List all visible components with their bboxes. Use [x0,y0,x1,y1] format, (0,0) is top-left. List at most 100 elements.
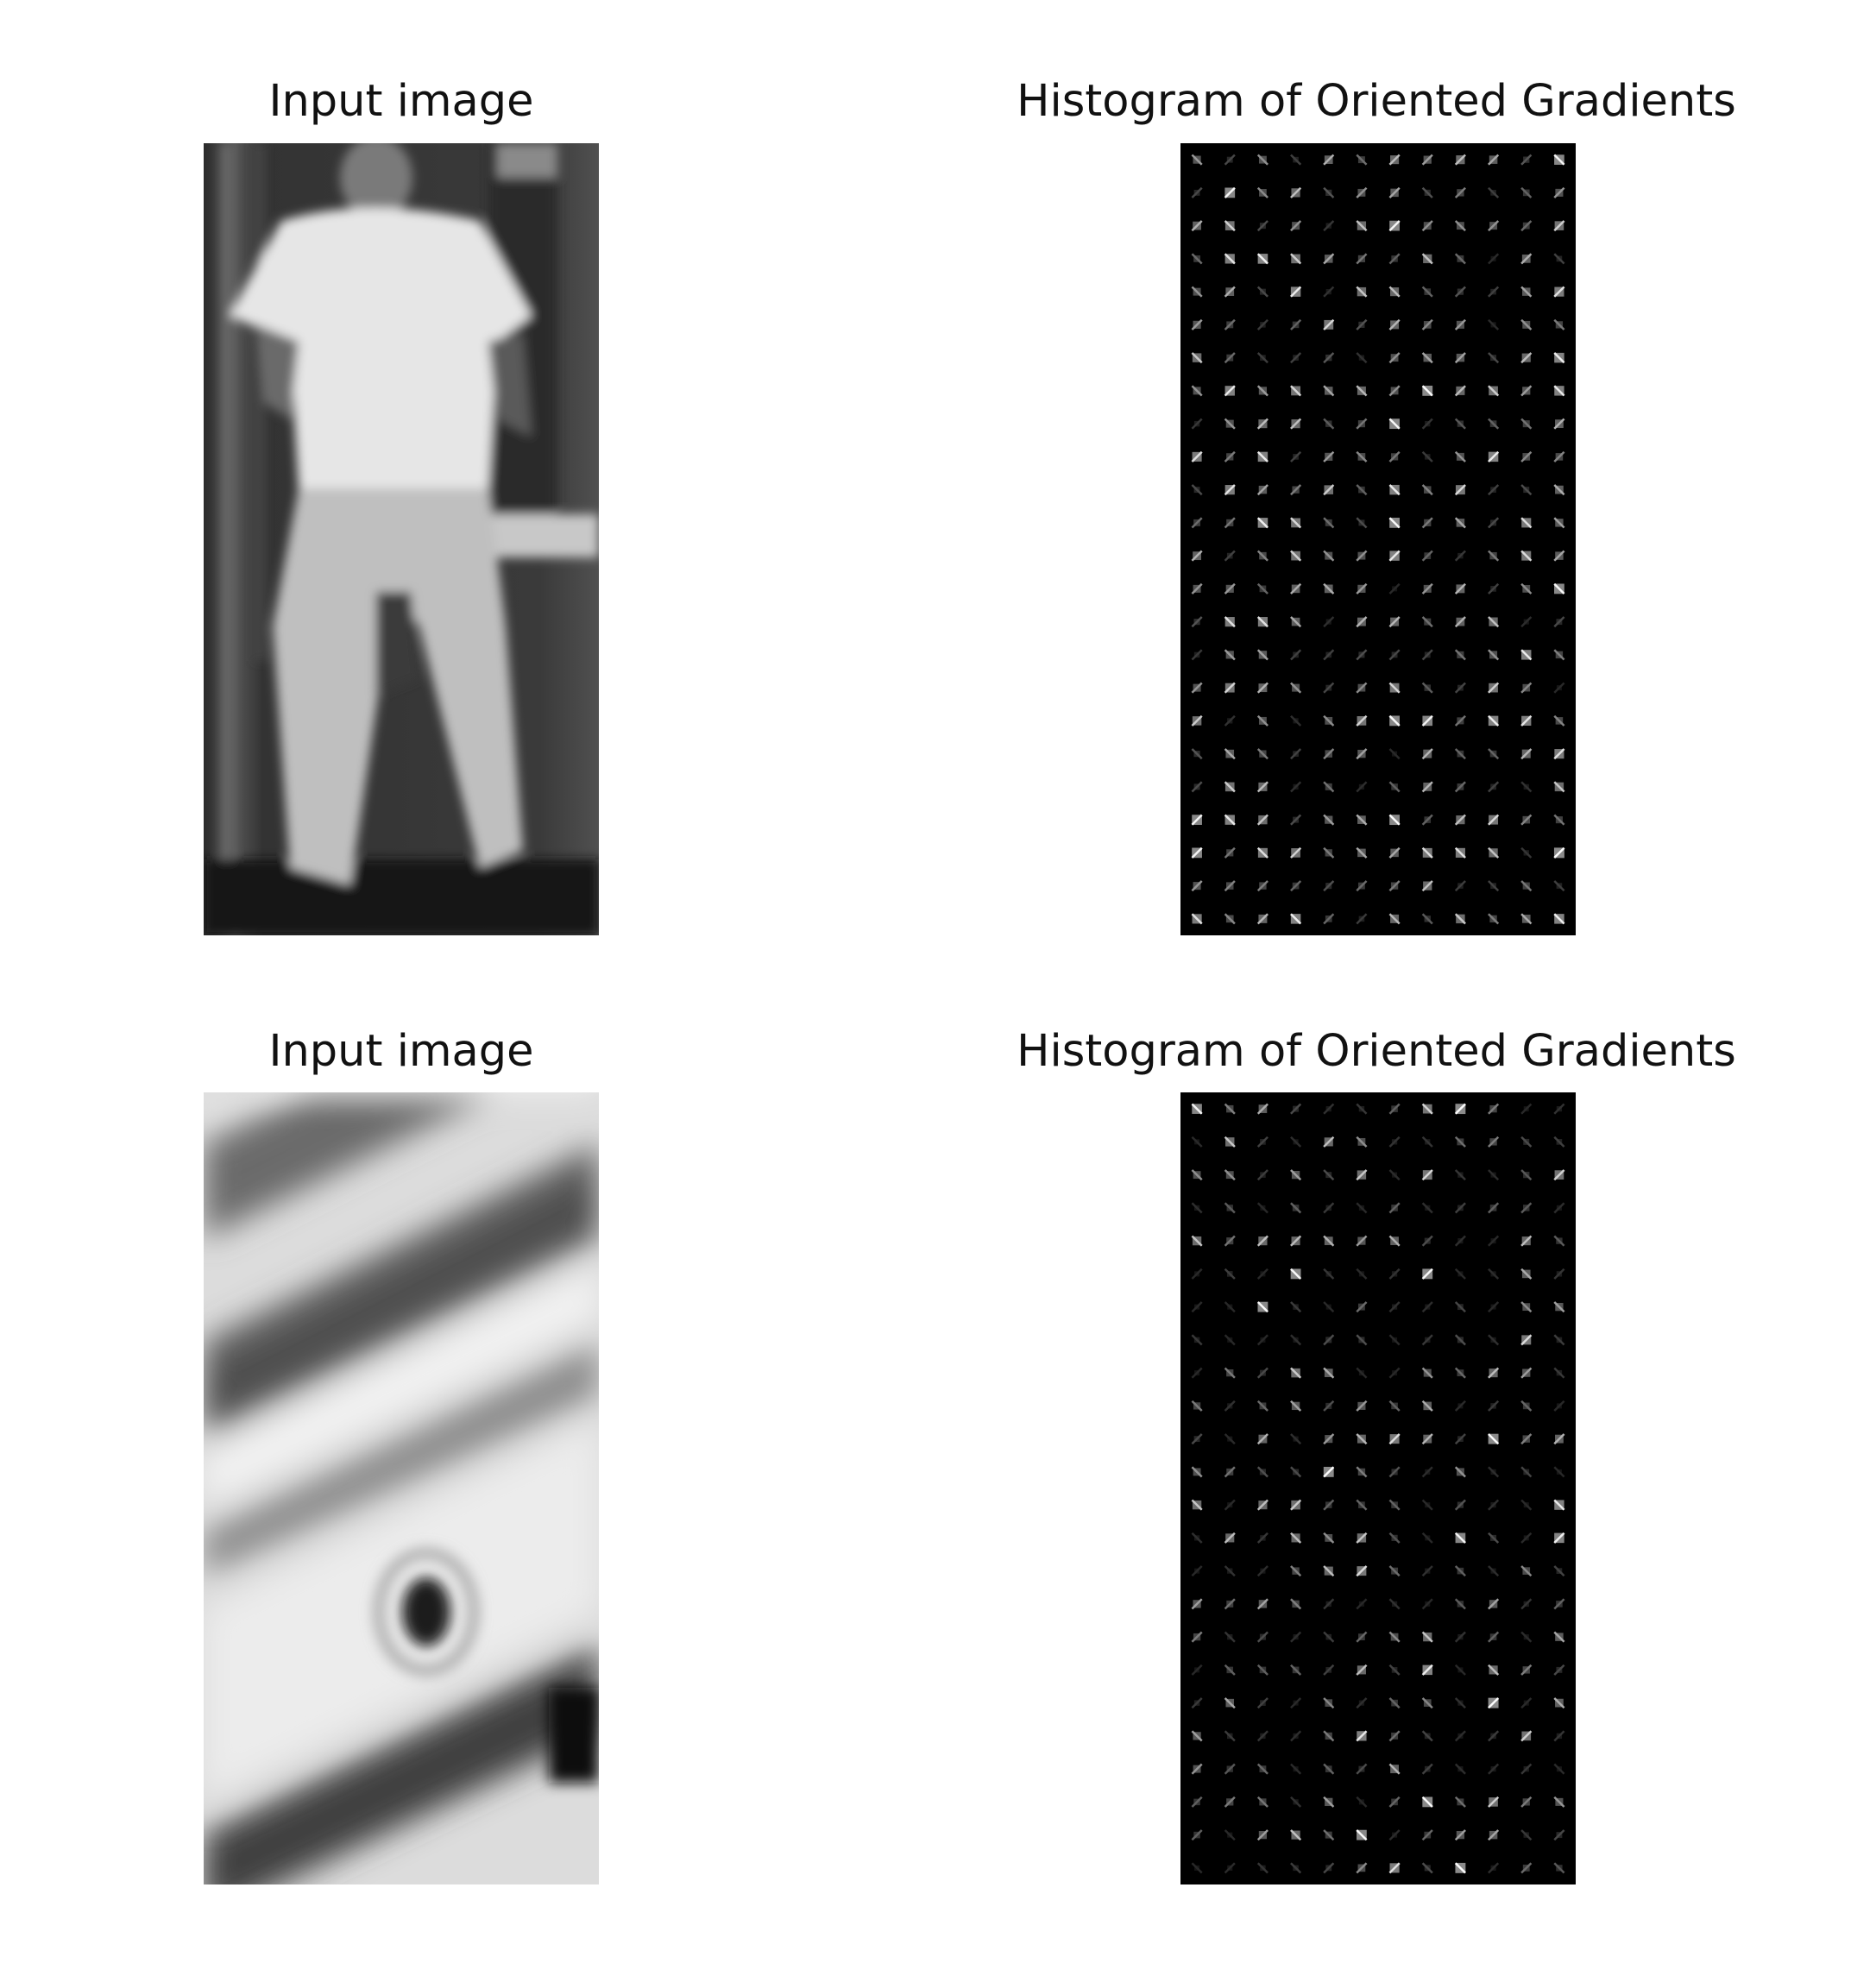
hog-cell [1421,450,1433,462]
hog-cell [1421,1631,1433,1643]
hog-cell [1421,1268,1433,1280]
hog-cell [1421,220,1433,232]
hog-cell [1256,1697,1269,1709]
hog-cell [1191,253,1203,265]
hog-cell [1191,913,1203,925]
hog-cell [1520,1103,1533,1115]
hog-cell [1520,1268,1533,1280]
hog-cell [1421,846,1433,859]
hog-cell [1356,1334,1368,1346]
hog-cell [1421,814,1433,826]
hog-cell [1256,517,1269,529]
hog-cell [1224,220,1236,232]
hog-cell [1520,649,1533,661]
hog-cell [1356,649,1368,661]
hog-cell [1454,318,1466,330]
hog-cell [1323,1136,1335,1148]
hog-cell [1553,781,1565,793]
hog-cell [1454,1862,1466,1874]
person-photo [204,143,599,935]
input-image-stripes [204,1092,599,1884]
hog-cell [1323,1796,1335,1808]
hog-cell [1388,253,1401,265]
hog-cell [1388,814,1401,826]
hog-cell [1191,286,1203,298]
hog-cell [1191,484,1203,496]
hog-cells-stripes [1191,1103,1565,1874]
hog-cell [1290,517,1302,529]
hog-cell [1290,1367,1302,1379]
hog-cell [1488,186,1500,198]
hog-cell [1323,1235,1335,1247]
hog-cell [1224,253,1236,265]
hog-cell [1256,286,1269,298]
hog-cell [1356,154,1368,166]
hog-cell [1388,1136,1401,1148]
hog-cell [1421,186,1433,198]
hog-cell [1454,550,1466,562]
hog-cell [1356,1862,1368,1874]
hog-cell [1323,1565,1335,1577]
hog-cell [1520,1433,1533,1445]
hog-cell [1520,1730,1533,1742]
hog-cell [1388,318,1401,330]
hog-cell [1256,649,1269,661]
hog-cell [1553,1532,1565,1544]
hog-cell [1290,1598,1302,1610]
hog-cell [1356,450,1368,462]
hog-cell [1290,385,1302,397]
hog-cell [1388,1664,1401,1676]
hog-cell [1388,748,1401,760]
hog-cell [1323,318,1335,330]
hog-cell [1323,1664,1335,1676]
hog-cell [1553,1697,1565,1709]
hog-cell [1520,352,1533,364]
hog-cell [1356,582,1368,595]
hog-cell [1520,616,1533,628]
hog-cell [1256,880,1269,892]
hog-cell [1421,517,1433,529]
hog-cell [1290,814,1302,826]
hog-cell [1488,1466,1500,1478]
hog-cell [1454,220,1466,232]
hog-cell [1488,1763,1500,1775]
hog-cell [1454,484,1466,496]
hog-cell [1224,418,1236,430]
hog-cell [1488,253,1500,265]
hog-cell [1191,385,1203,397]
hog-cell [1191,1367,1203,1379]
hog-cell [1421,1301,1433,1313]
hog-cell [1191,517,1203,529]
hog-cell [1488,582,1500,595]
hog-cell [1454,1367,1466,1379]
hog-cell [1256,385,1269,397]
hog-cell [1323,1103,1335,1115]
hog-cell [1388,649,1401,661]
hog-cell [1323,1169,1335,1181]
hog-cell [1454,1136,1466,1148]
hog-cell [1256,550,1269,562]
hog-cell [1388,1862,1401,1874]
hog-cell [1290,253,1302,265]
hog-cell [1388,846,1401,859]
hog-cell [1488,1367,1500,1379]
hog-cell [1388,781,1401,793]
hog-cell [1520,1400,1533,1412]
hog-cell [1290,1202,1302,1214]
hog-cell [1421,748,1433,760]
hog-cell [1454,814,1466,826]
input-image-person [204,143,599,935]
hog-cell [1256,1169,1269,1181]
hog-cell [1191,1598,1203,1610]
hog-cell [1488,385,1500,397]
hog-cell [1488,1862,1500,1874]
hog-cell [1454,582,1466,595]
hog-cell [1191,1796,1203,1808]
hog-cell [1290,286,1302,298]
hog-cell [1290,1235,1302,1247]
hog-cell [1256,220,1269,232]
hog-cell [1388,582,1401,595]
hog-cell [1388,880,1401,892]
hog-cell [1224,1334,1236,1346]
hog-cell [1421,781,1433,793]
